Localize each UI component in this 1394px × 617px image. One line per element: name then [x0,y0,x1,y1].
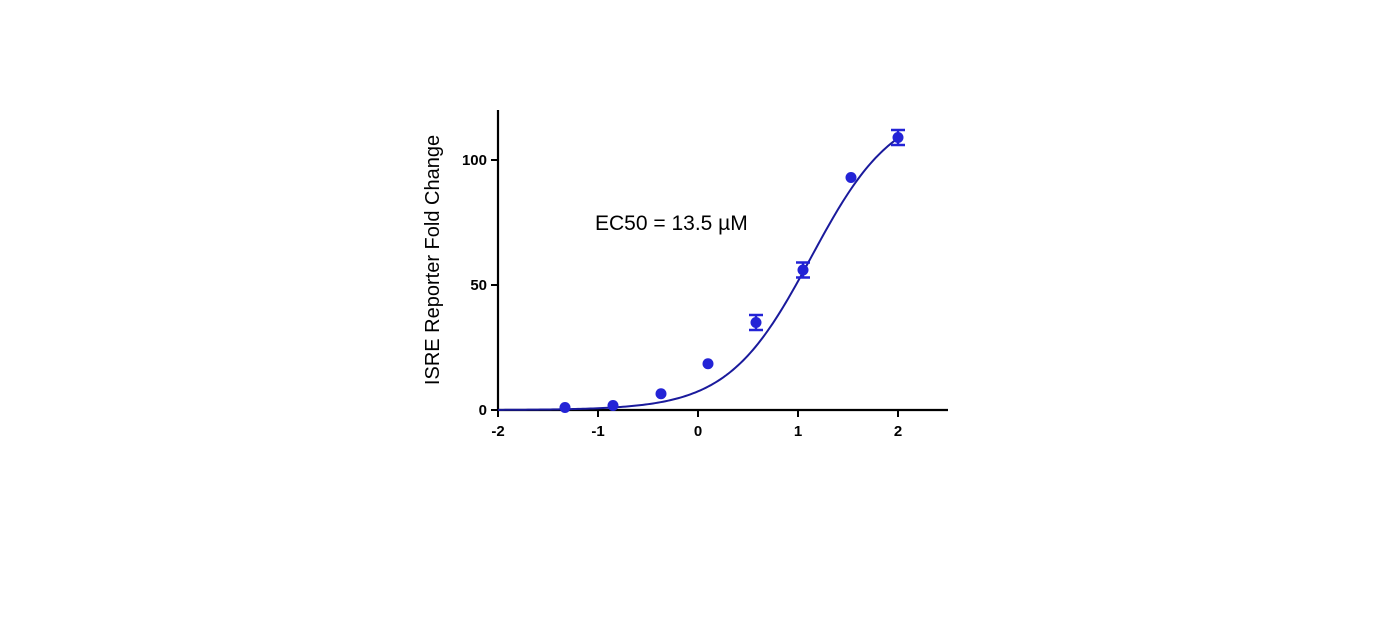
data-point-marker [607,400,619,411]
ec50-annotation: EC50 = 13.5 µM [595,212,748,235]
x-tick-label: -2 [491,423,504,440]
data-point [559,402,571,413]
data-point [845,172,857,183]
data-point-marker [750,317,762,328]
x-tick-label: -1 [591,423,604,440]
data-point [702,358,714,370]
x-tick-label: 0 [694,423,702,440]
data-point [891,128,905,147]
data-point [655,388,667,400]
data-point-marker [702,358,714,370]
axes [496,110,948,412]
data-point [796,261,810,279]
data-point-marker [797,264,809,276]
y-tick-label: 100 [462,152,487,169]
x-tick-label: 2 [894,423,902,440]
data-points-layer [559,128,905,413]
data-point-marker [892,132,904,143]
x-tick-label: 1 [794,423,802,440]
data-point [607,400,619,411]
data-point [749,313,763,332]
y-axis-title: ISRE Reporter Fold Change [422,135,444,385]
data-point-marker [845,172,857,183]
fit-curve [497,137,899,411]
y-tick-label: 0 [479,402,487,419]
tick-marks: -2 -1 0 1 2 0 50 100 [462,152,902,440]
data-point-marker [559,402,571,413]
fit-curve-layer [497,137,899,411]
data-point-marker [655,388,667,400]
y-tick-label: 50 [470,277,487,294]
